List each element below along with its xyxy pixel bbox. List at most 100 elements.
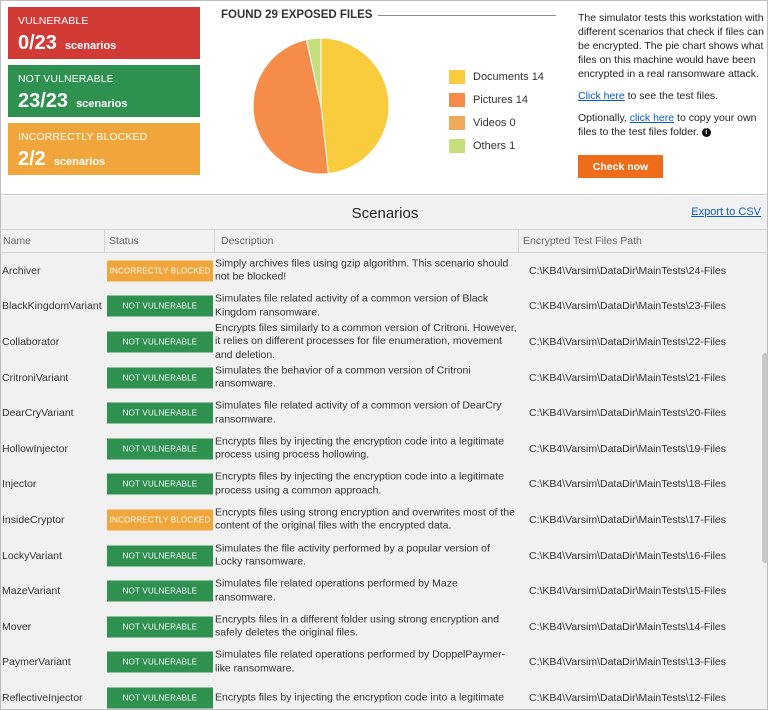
table-row[interactable]: InsideCryptor INCORRECTLY BLOCKED Encrypts… <box>1 502 767 538</box>
scenarios-title: Scenarios <box>351 205 419 222</box>
scenario-name: MazeVariant <box>2 585 61 598</box>
table-row[interactable]: CritroniVariant NOT VULNERABLE Simulates t… <box>1 360 767 396</box>
scenario-name: ReflectiveInjector <box>2 691 83 704</box>
legend-label: Documents 14 <box>473 70 544 83</box>
encrypted-files-path: C:\KB4\Varsim\DataDir\MainTests\12-Files <box>529 691 727 704</box>
scenario-description: Encrypts files by injecting the encrypti… <box>215 470 504 497</box>
column-header-description[interactable]: Description <box>215 230 519 252</box>
status-badge: NOT VULNERABLE <box>107 331 213 353</box>
heading-rule <box>378 14 556 16</box>
encrypted-files-path: C:\KB4\Varsim\DataDir\MainTests\17-Files <box>529 513 727 526</box>
scenario-description: Encrypts files by injecting the encrypti… <box>215 435 504 461</box>
scenario-name: DearCryVariant <box>2 407 74 420</box>
status-badge: NOT VULNERABLE <box>107 616 213 638</box>
table-row[interactable]: HollowInjector NOT VULNERABLE Encrypts fil… <box>1 431 767 467</box>
status-badge: INCORRECTLY BLOCKED <box>107 260 213 282</box>
status-badge: NOT VULNERABLE <box>107 295 213 317</box>
encrypted-files-path: C:\KB4\Varsim\DataDir\MainTests\18-Files <box>529 478 727 491</box>
exposed-files-heading: FOUND 29 EXPOSED FILES <box>221 9 556 21</box>
info-description: The simulator tests this workstation wit… <box>578 12 764 80</box>
exposed-files-pie-chart <box>252 37 390 175</box>
scenario-description: Simulates file related activity of a com… <box>215 292 489 319</box>
info-icon[interactable]: i <box>701 127 711 137</box>
encrypted-files-path: C:\KB4\Varsim\DataDir\MainTests\23-Files <box>529 300 727 313</box>
table-row[interactable]: Mover NOT VULNERABLE Encrypts files in a d… <box>1 609 767 645</box>
scenario-name: HollowInjector <box>2 442 68 455</box>
column-header-name[interactable]: Name <box>1 230 105 252</box>
legend-swatch <box>449 138 465 153</box>
encrypted-files-path: C:\KB4\Varsim\DataDir\MainTests\21-Files <box>529 371 727 384</box>
scenarios-panel: Scenarios Export to CSV Name Status Desc… <box>1 196 767 709</box>
table-row[interactable]: Collaborator NOT VULNERABLE Encrypts files… <box>1 321 767 361</box>
table-row[interactable]: BlackKingdomVariant NOT VULNERABLE Simulat… <box>1 289 767 325</box>
legend-label: Others 1 <box>473 139 516 152</box>
status-badge: NOT VULNERABLE <box>107 367 213 389</box>
scenario-description: Encrypts files similarly to a common ver… <box>215 321 517 361</box>
scrollbar-thumb[interactable] <box>762 353 767 563</box>
see-test-files-link[interactable]: Click here <box>578 90 625 102</box>
legend-swatch <box>449 92 465 107</box>
legend-item-1: Pictures 14 <box>449 88 544 111</box>
incorrectly-blocked-card: INCORRECTLY BLOCKED 2/2 scenarios <box>8 123 200 175</box>
scenarios-table-body: Archiver INCORRECTLY BLOCKED Simply archiv… <box>1 253 767 709</box>
scenario-name: Mover <box>2 620 32 633</box>
scenario-description: Simulates file related activity of a com… <box>215 399 502 426</box>
encrypted-files-path: C:\KB4\Varsim\DataDir\MainTests\15-Files <box>529 585 727 598</box>
encrypted-files-path: C:\KB4\Varsim\DataDir\MainTests\19-Files <box>529 442 727 455</box>
status-badge: NOT VULNERABLE <box>107 473 213 495</box>
column-header-path[interactable]: Encrypted Test Files Path <box>523 235 642 247</box>
status-badge: NOT VULNERABLE <box>107 545 213 567</box>
table-row[interactable]: MazeVariant NOT VULNERABLE Simulates file … <box>1 573 767 609</box>
vertical-scrollbar[interactable] <box>761 253 767 709</box>
incorrectly-blocked-card-value: 2/2 scenarios <box>18 148 190 171</box>
table-row[interactable]: ReflectiveInjector NOT VULNERABLE Encrypts… <box>1 680 767 709</box>
scenario-name: CritroniVariant <box>2 371 69 384</box>
scenario-name: BlackKingdomVariant <box>2 300 102 313</box>
encrypted-files-path: C:\KB4\Varsim\DataDir\MainTests\22-Files <box>529 335 727 348</box>
scenario-name: Collaborator <box>2 335 60 348</box>
copy-files-link[interactable]: click here <box>629 112 675 124</box>
status-badge: NOT VULNERABLE <box>107 402 213 424</box>
export-to-csv-link[interactable]: Export to CSV <box>691 206 761 218</box>
legend-swatch <box>449 115 465 130</box>
column-header-status[interactable]: Status <box>105 230 215 252</box>
table-row[interactable]: Archiver INCORRECTLY BLOCKED Simply archiv… <box>1 253 767 289</box>
see-test-files-line: Click here to see the test files. <box>578 89 767 103</box>
legend-label: Videos 0 <box>473 116 516 129</box>
status-badge: NOT VULNERABLE <box>107 580 213 602</box>
scenario-description: Encrypts files by injecting the encrypti… <box>215 691 504 704</box>
incorrectly-blocked-unit: scenarios <box>53 156 106 168</box>
status-badge: INCORRECTLY BLOCKED <box>107 509 213 531</box>
scenario-description: Simply archives files using gzip algorit… <box>215 257 509 283</box>
optionally-text: Optionally, <box>578 112 630 124</box>
legend-item-3: Others 1 <box>449 134 544 157</box>
legend-swatch <box>449 69 465 84</box>
scenario-name: PaymerVariant <box>2 656 71 669</box>
vulnerable-unit: scenarios <box>64 40 117 52</box>
not-vulnerable-card: NOT VULNERABLE 23/23 scenarios <box>8 65 200 117</box>
scenario-description: Simulates the file activity performed by… <box>215 542 490 568</box>
summary-panel: VULNERABLE 0/23 scenarios NOT VULNERABLE… <box>1 1 767 195</box>
scenario-name: Injector <box>2 478 37 491</box>
table-row[interactable]: DearCryVariant NOT VULNERABLE Simulates fi… <box>1 395 767 431</box>
copy-files-text: to copy your own files to the test files… <box>578 112 757 138</box>
legend-item-2: Videos 0 <box>449 111 544 134</box>
not-vulnerable-card-title: NOT VULNERABLE <box>18 73 114 85</box>
encrypted-files-path: C:\KB4\Varsim\DataDir\MainTests\24-Files <box>529 264 727 277</box>
exposed-files-heading-text: FOUND 29 EXPOSED FILES <box>221 9 373 21</box>
encrypted-files-path: C:\KB4\Varsim\DataDir\MainTests\13-Files <box>529 656 727 669</box>
encrypted-files-path: C:\KB4\Varsim\DataDir\MainTests\16-Files <box>529 549 727 562</box>
scenario-description: Encrypts files in a different folder usi… <box>215 613 500 639</box>
vulnerable-card-value: 0/23 scenarios <box>18 32 190 55</box>
copy-files-line: Optionally, click here to copy your own … <box>578 111 767 139</box>
check-now-button[interactable]: Check now <box>578 155 663 178</box>
encrypted-files-path: C:\KB4\Varsim\DataDir\MainTests\14-Files <box>529 620 727 633</box>
table-row[interactable]: PaymerVariant NOT VULNERABLE Simulates fil… <box>1 645 767 681</box>
not-vulnerable-unit: scenarios <box>76 98 128 110</box>
encrypted-files-path: C:\KB4\Varsim\DataDir\MainTests\20-Files <box>529 407 727 420</box>
status-badge: NOT VULNERABLE <box>107 651 213 673</box>
table-row[interactable]: LockyVariant NOT VULNERABLE Simulates the … <box>1 538 767 574</box>
legend-label: Pictures 14 <box>473 93 529 106</box>
table-row[interactable]: Injector NOT VULNERABLE Encrypts files by … <box>1 467 767 503</box>
